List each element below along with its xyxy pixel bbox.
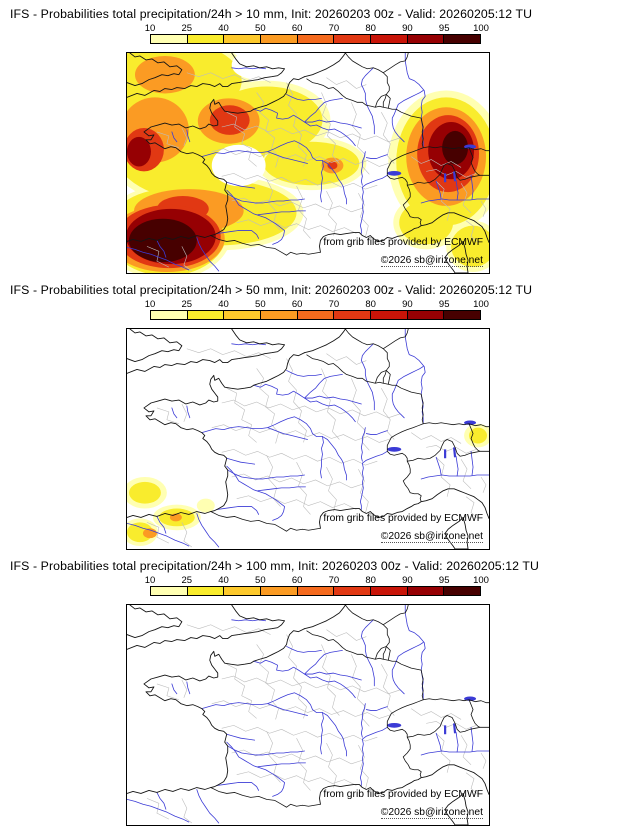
scale-segment (297, 587, 335, 595)
scale-tick-label: 90 (402, 575, 413, 586)
panel-title: IFS - Probabilities total precipitation/… (10, 7, 533, 21)
map-100mm: from grib files provided by ECMWF ©2026 … (126, 604, 490, 826)
scale-tick-label: 70 (328, 575, 340, 586)
scale-segment (407, 587, 445, 595)
scale-segment (224, 311, 262, 319)
copyright-link[interactable]: ©2026 sb@irizone.net (380, 531, 483, 543)
data-credit: from grib files provided by ECMWF (323, 237, 483, 248)
scale-tick-label: 95 (438, 299, 450, 310)
scale-tick-label: 25 (181, 299, 193, 310)
scale-segment (407, 311, 445, 319)
scale-tick-labels: 10 25 40 50 60 70 80 90 95 100 (145, 23, 489, 34)
scale-segment (261, 311, 298, 319)
data-credit: from grib files provided by ECMWF (323, 513, 483, 524)
scale-tick-label: 95 (438, 575, 450, 586)
scale-tick-label: 80 (365, 575, 376, 586)
scale-tick-label: 10 (144, 23, 156, 34)
scale-tick-label: 90 (402, 299, 413, 310)
map-10mm: from grib files provided by ECMWF ©2026 … (126, 52, 490, 274)
scale-tick-label: 90 (402, 23, 413, 34)
map-50mm: from grib files provided by ECMWF ©2026 … (126, 328, 490, 550)
scale-segment (187, 587, 225, 595)
map-canvas-10mm (127, 53, 489, 273)
scale-tick-label: 40 (218, 575, 229, 586)
scale-segment (187, 311, 225, 319)
scale-tick-label: 50 (255, 575, 266, 586)
scale-tick-label: 50 (255, 23, 266, 34)
copyright-link[interactable]: ©2026 sb@irizone.net (380, 255, 483, 267)
scale-tick-label: 10 (144, 575, 156, 586)
scale-segment (444, 587, 481, 595)
scale-segment (334, 311, 372, 319)
scale-segment (187, 35, 225, 43)
scale-bar (150, 310, 481, 320)
scale-segment (371, 587, 408, 595)
scale-tick-label: 95 (438, 23, 450, 34)
scale-tick-label: 40 (218, 23, 229, 34)
scale-tick-label: 60 (291, 299, 303, 310)
scale-tick-label: 80 (365, 299, 376, 310)
scale-segment (444, 311, 481, 319)
scale-bar (150, 34, 481, 44)
scale-segment (334, 35, 372, 43)
probability-color-scale: 10 25 40 50 60 70 80 90 95 100 (145, 299, 489, 320)
scale-tick-labels: 10 25 40 50 60 70 80 90 95 100 (145, 575, 489, 586)
scale-segment (151, 35, 188, 43)
scale-tick-label: 40 (218, 299, 229, 310)
scale-tick-label: 100 (473, 575, 489, 586)
scale-segment (334, 587, 372, 595)
scale-tick-label: 100 (473, 23, 489, 34)
panel-title: IFS - Probabilities total precipitation/… (10, 283, 533, 297)
scale-segment (297, 35, 335, 43)
map-canvas-50mm (127, 329, 489, 549)
panel-precip-50mm: IFS - Probabilities total precipitation/… (0, 276, 630, 552)
scale-tick-label: 60 (291, 575, 303, 586)
scale-tick-label: 70 (328, 299, 340, 310)
scale-tick-label: 70 (328, 23, 340, 34)
scale-tick-labels: 10 25 40 50 60 70 80 90 95 100 (145, 299, 489, 310)
scale-segment (371, 35, 408, 43)
precipitation-overlay-10mm (127, 53, 489, 273)
scale-tick-label: 100 (473, 299, 489, 310)
scale-segment (224, 35, 262, 43)
scale-segment (261, 35, 298, 43)
scale-segment (151, 587, 188, 595)
probability-color-scale: 10 25 40 50 60 70 80 90 95 100 (145, 575, 489, 596)
scale-tick-label: 60 (291, 23, 303, 34)
data-credit: from grib files provided by ECMWF (323, 789, 483, 800)
scale-segment (224, 587, 262, 595)
scale-segment (297, 311, 335, 319)
scale-bar (150, 586, 481, 596)
copyright-link[interactable]: ©2026 sb@irizone.net (380, 807, 483, 819)
scale-segment (261, 587, 298, 595)
scale-tick-label: 25 (181, 23, 193, 34)
scale-segment (371, 311, 408, 319)
panel-precip-10mm: IFS - Probabilities total precipitation/… (0, 0, 630, 276)
precipitation-overlay-50mm (127, 423, 489, 547)
probability-color-scale: 10 25 40 50 60 70 80 90 95 100 (145, 23, 489, 44)
scale-tick-label: 50 (255, 299, 266, 310)
scale-segment (151, 311, 188, 319)
panel-precip-100mm: IFS - Probabilities total precipitation/… (0, 552, 630, 828)
panel-title: IFS - Probabilities total precipitation/… (10, 559, 539, 573)
scale-tick-label: 10 (144, 299, 156, 310)
scale-tick-label: 25 (181, 575, 193, 586)
scale-segment (444, 35, 481, 43)
scale-segment (407, 35, 445, 43)
scale-tick-label: 80 (365, 23, 376, 34)
